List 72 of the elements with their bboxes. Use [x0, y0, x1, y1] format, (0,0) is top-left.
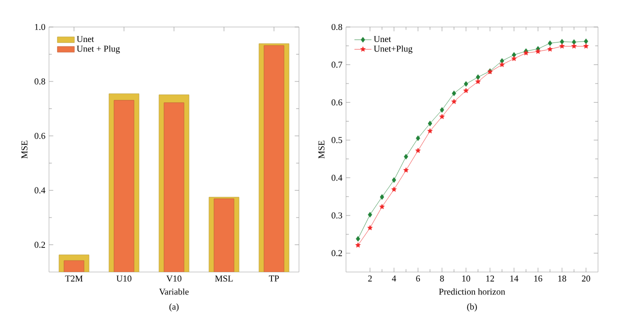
x-tick-label: MSL	[215, 276, 233, 282]
point	[511, 56, 517, 61]
y-axis-title: MSE	[318, 140, 324, 158]
y-tick-label: 0.6	[34, 132, 46, 139]
point	[500, 58, 504, 64]
x-tick-label: 20	[582, 276, 590, 282]
y-tick-label: 0.2	[332, 250, 342, 256]
point	[512, 52, 516, 58]
x-tick-label: 14	[510, 276, 518, 282]
legend-label: Unet + Plug	[76, 45, 120, 54]
point	[368, 212, 372, 218]
y-tick-label: 0.5	[332, 137, 342, 144]
point	[403, 167, 409, 173]
legend-label: Unet	[76, 36, 94, 42]
legend-label: Unet	[374, 36, 392, 42]
point	[571, 43, 577, 49]
point	[392, 177, 396, 183]
point	[464, 81, 468, 87]
x-tick-label: V10	[166, 276, 182, 282]
point	[476, 74, 480, 80]
point	[355, 242, 361, 248]
x-tick-label: TP	[268, 276, 279, 282]
x-tick-label: 4	[392, 276, 396, 282]
y-tick-label: 0.8	[34, 78, 46, 84]
legend-label: Unet+Plug	[374, 45, 412, 54]
x-tick-label: 8	[440, 276, 444, 282]
point	[440, 107, 444, 113]
x-tick-label: U10	[116, 276, 132, 282]
point	[380, 194, 384, 200]
x-tick-label: 6	[416, 276, 420, 282]
point	[451, 98, 457, 104]
y-tick-label: 0.3	[332, 212, 342, 219]
x-tick-label: 16	[534, 276, 542, 282]
point	[463, 88, 469, 93]
point	[367, 225, 373, 230]
point	[428, 120, 432, 126]
x-axis-title: Variable	[159, 288, 189, 295]
y-tick-label: 0.8	[332, 24, 342, 30]
y-tick-label: 0.4	[34, 187, 46, 194]
point	[584, 38, 588, 44]
text: (b)	[467, 303, 477, 312]
point	[560, 38, 564, 44]
point	[452, 90, 456, 96]
point	[475, 78, 481, 84]
x-tick-label: 2	[368, 276, 372, 282]
point	[415, 148, 421, 153]
point	[583, 43, 589, 49]
point	[391, 186, 397, 192]
y-axis-title: MSE	[21, 140, 28, 158]
point	[535, 48, 541, 54]
y-tick-label: 0.6	[332, 99, 342, 106]
point	[404, 154, 408, 160]
y-tick-label: 0.7	[332, 62, 342, 68]
point	[379, 204, 385, 210]
x-axis-title: Prediction horizon	[439, 288, 506, 295]
point	[416, 135, 420, 141]
point	[356, 236, 360, 242]
point	[572, 39, 576, 45]
y-tick-label: 0.4	[332, 174, 342, 181]
point	[499, 62, 505, 67]
y-tick-label: 0.2	[34, 242, 45, 248]
point	[548, 40, 552, 46]
x-tick-label: T2M	[65, 276, 83, 282]
point	[547, 46, 553, 52]
point	[439, 114, 445, 120]
y-tick-label: 1.0	[35, 24, 46, 30]
x-tick-label: 12	[486, 276, 494, 282]
point	[559, 43, 565, 49]
x-tick-label: 10	[462, 276, 470, 282]
text: (a)	[169, 303, 179, 312]
x-tick-label: 18	[558, 276, 566, 282]
point	[427, 128, 433, 134]
